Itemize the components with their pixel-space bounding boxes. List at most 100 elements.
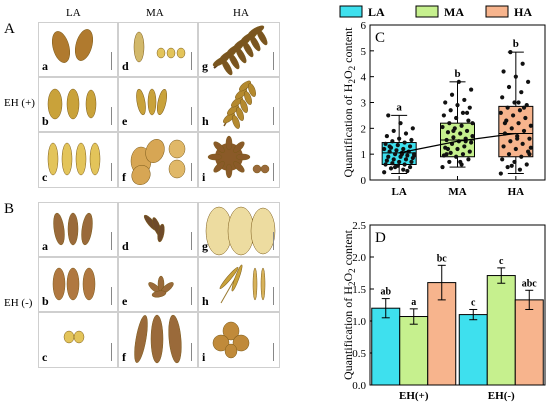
row-label-eh-plus: EH (+) xyxy=(4,97,35,109)
leaf-illustration xyxy=(63,330,85,344)
row-label-eh-minus: EH (-) xyxy=(4,297,33,309)
data-point xyxy=(469,87,474,92)
data-point xyxy=(520,141,525,146)
chart-d-panel-letter: D xyxy=(375,230,386,246)
y-label-part: 2 xyxy=(347,79,357,84)
y-tick-label: 3 xyxy=(361,98,367,110)
photo-tag: d xyxy=(122,59,129,73)
scale-bar xyxy=(111,232,112,250)
bar-la xyxy=(371,307,401,386)
specimen-photo-1-3: g xyxy=(198,202,280,257)
data-point xyxy=(403,157,409,162)
scale-bar xyxy=(191,287,192,305)
specimen-photo-1-1: a xyxy=(38,22,118,77)
data-point xyxy=(455,102,460,108)
scale-bar xyxy=(191,163,192,181)
significance-letter: c xyxy=(499,256,504,267)
photo-tag: a xyxy=(42,239,48,253)
y-tick-label: 0.5 xyxy=(352,348,366,360)
specimen-photo-1-2: d xyxy=(118,202,198,257)
y-tick-label: 1.0 xyxy=(352,316,366,328)
data-point xyxy=(444,152,449,157)
leaf-illustration xyxy=(205,206,276,256)
data-point xyxy=(466,157,471,162)
photo-tag: b xyxy=(42,114,49,128)
data-point xyxy=(521,105,527,110)
data-point xyxy=(515,136,520,141)
data-point xyxy=(387,149,392,154)
y-label-part: Quantification of H xyxy=(341,286,355,380)
data-point xyxy=(407,164,413,170)
specimen-photo-1-1: a xyxy=(38,202,118,257)
photo-tag: g xyxy=(202,239,208,253)
chart-c-boxplot: C LA MA HA 0 1 2 3 4 5 6 LA MA HA a b b Quantificati… xyxy=(339,5,546,198)
data-point xyxy=(506,84,512,90)
data-point xyxy=(509,126,514,131)
chart-c-points xyxy=(382,50,533,176)
x-tick-label: HA xyxy=(508,186,525,198)
data-point xyxy=(383,162,388,167)
specimen-photo-3-1: c xyxy=(38,132,118,188)
photo-tag: i xyxy=(202,170,206,184)
y-tick-label: 2.5 xyxy=(352,220,366,232)
y-tick-label: 1.5 xyxy=(352,284,366,296)
scale-bar xyxy=(111,52,112,70)
data-point xyxy=(382,170,387,175)
bar-ha xyxy=(514,299,544,386)
legend-label: HA xyxy=(514,5,532,19)
data-point xyxy=(524,102,529,108)
significance-letter: c xyxy=(471,297,476,308)
data-point xyxy=(445,130,451,135)
y-label-part: 2 xyxy=(347,268,357,273)
scale-bar xyxy=(111,107,112,125)
data-point xyxy=(402,140,407,145)
scale-bar xyxy=(111,163,112,181)
data-point xyxy=(384,158,389,163)
leaf-illustration xyxy=(51,29,94,63)
data-point xyxy=(509,163,514,168)
data-point xyxy=(502,121,508,126)
data-point xyxy=(441,113,446,118)
scale-bar xyxy=(191,343,192,361)
scale-bar xyxy=(273,343,274,361)
data-point xyxy=(403,131,409,136)
data-point xyxy=(467,105,472,110)
data-point xyxy=(456,79,461,84)
y-label-part: content xyxy=(341,229,355,268)
data-point xyxy=(388,166,394,171)
data-point xyxy=(443,100,448,105)
leaf-illustration xyxy=(212,321,250,359)
data-point xyxy=(462,97,467,103)
bar-ma xyxy=(486,275,516,386)
y-label-part: Quantification of H xyxy=(341,83,355,177)
data-point xyxy=(501,69,506,74)
data-point xyxy=(498,110,503,115)
specimen-photo-3-3: i xyxy=(198,132,280,188)
data-point xyxy=(500,157,505,162)
x-tick-label: MA xyxy=(448,186,466,198)
scale-bar xyxy=(273,287,274,305)
leaf-illustration xyxy=(143,214,165,243)
data-point xyxy=(508,139,513,144)
data-point xyxy=(392,164,398,170)
data-point xyxy=(500,95,505,100)
y-tick-label: 2 xyxy=(361,123,367,135)
data-point xyxy=(447,121,452,126)
y-tick-label: 2.0 xyxy=(352,252,366,264)
data-point xyxy=(508,50,513,55)
photo-tag: b xyxy=(42,294,49,308)
data-point xyxy=(526,79,531,84)
data-point xyxy=(519,90,524,95)
data-point xyxy=(397,136,402,141)
data-point xyxy=(470,133,475,139)
data-point xyxy=(513,146,518,152)
data-point xyxy=(409,159,414,165)
data-point xyxy=(448,108,453,113)
chart-c-x-axis: LA MA HA xyxy=(392,176,525,198)
bar-ma xyxy=(399,316,429,386)
specimen-photo-2-1: b xyxy=(38,77,118,132)
data-point xyxy=(521,128,527,134)
photo-tag: f xyxy=(122,170,126,184)
data-point xyxy=(407,144,413,149)
scale-bar xyxy=(273,107,274,125)
